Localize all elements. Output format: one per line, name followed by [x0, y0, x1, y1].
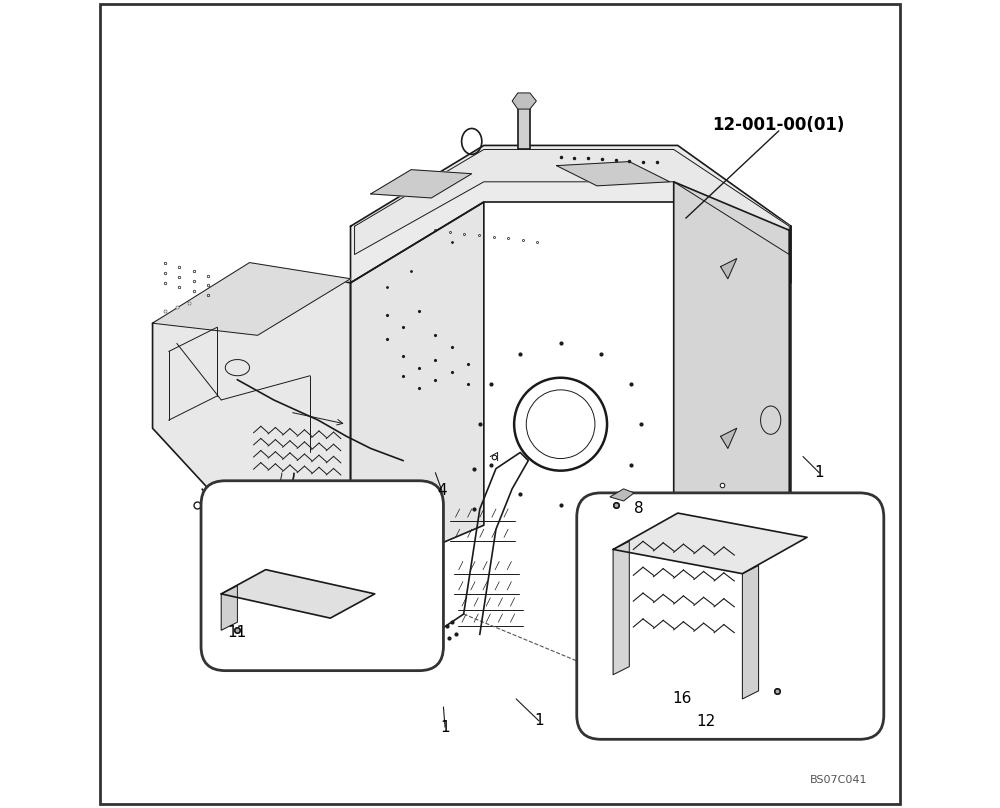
Polygon shape — [221, 570, 375, 618]
Polygon shape — [351, 145, 791, 283]
Polygon shape — [557, 162, 670, 186]
Text: 1: 1 — [814, 465, 824, 480]
Text: 11: 11 — [228, 625, 247, 640]
Polygon shape — [613, 513, 807, 574]
Polygon shape — [721, 428, 737, 448]
Text: BS07C041: BS07C041 — [810, 776, 868, 785]
Polygon shape — [518, 97, 530, 149]
Text: 8: 8 — [634, 501, 644, 516]
Polygon shape — [613, 541, 629, 675]
Polygon shape — [153, 263, 351, 335]
Polygon shape — [512, 93, 536, 109]
Polygon shape — [371, 170, 472, 198]
Polygon shape — [610, 489, 634, 501]
Polygon shape — [721, 259, 737, 279]
Text: 12: 12 — [696, 714, 716, 729]
Polygon shape — [351, 202, 484, 582]
Text: 16: 16 — [672, 692, 691, 706]
Polygon shape — [742, 566, 759, 699]
Polygon shape — [674, 182, 789, 549]
FancyBboxPatch shape — [577, 493, 884, 739]
Polygon shape — [221, 586, 237, 630]
Text: 1: 1 — [534, 713, 544, 728]
Text: 12-001-00(01): 12-001-00(01) — [713, 116, 845, 134]
Polygon shape — [355, 149, 789, 255]
Text: 4: 4 — [437, 483, 447, 498]
Polygon shape — [153, 267, 351, 582]
Polygon shape — [678, 202, 791, 525]
Text: 1: 1 — [440, 720, 450, 734]
FancyBboxPatch shape — [201, 481, 443, 671]
